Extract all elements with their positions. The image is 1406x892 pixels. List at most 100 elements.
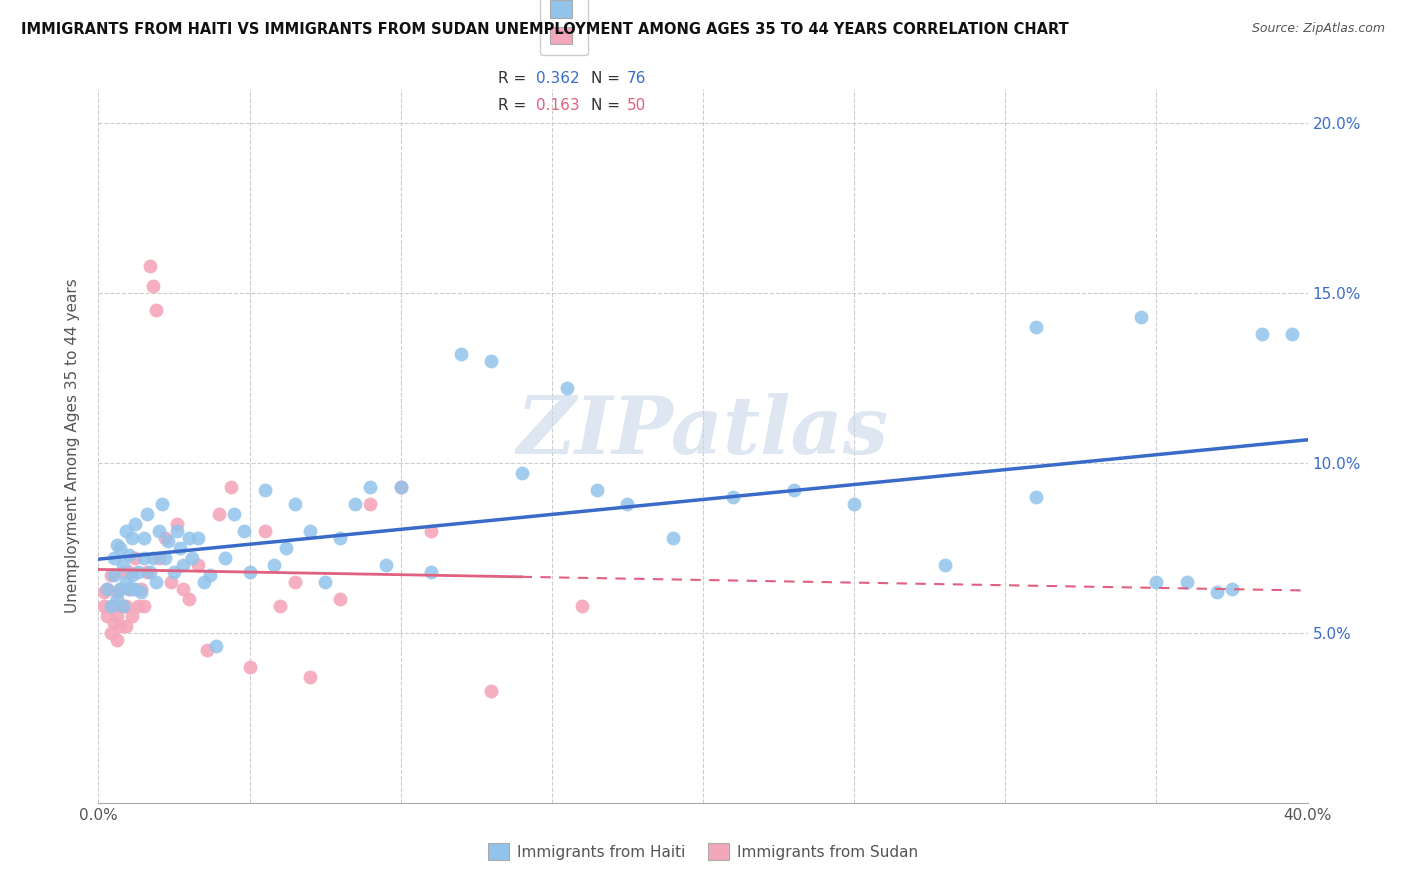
Point	[100, 626, 122, 640]
Point	[111, 599, 134, 613]
Point	[1281, 326, 1303, 341]
Point	[96, 582, 118, 596]
Point	[586, 483, 609, 498]
Point	[374, 558, 396, 572]
Text: ZIPatlas: ZIPatlas	[517, 393, 889, 470]
Point	[105, 591, 128, 606]
Point	[153, 551, 176, 566]
Point	[156, 534, 179, 549]
Point	[1144, 574, 1167, 589]
Point	[934, 558, 956, 572]
Point	[299, 524, 322, 538]
Point	[510, 466, 533, 480]
Text: 0.163: 0.163	[536, 98, 579, 112]
Point	[93, 585, 115, 599]
Point	[139, 259, 162, 273]
Text: R =: R =	[498, 71, 526, 86]
Point	[420, 524, 443, 538]
Point	[148, 524, 170, 538]
Point	[329, 591, 352, 606]
Point	[284, 497, 307, 511]
Point	[239, 660, 262, 674]
Point	[571, 599, 593, 613]
Point	[103, 551, 125, 566]
Point	[344, 497, 367, 511]
Point	[105, 537, 128, 551]
Point	[100, 568, 122, 582]
Text: Source: ZipAtlas.com: Source: ZipAtlas.com	[1251, 22, 1385, 36]
Text: 76: 76	[627, 71, 647, 86]
Point	[481, 683, 503, 698]
Point	[179, 531, 201, 545]
Point	[1220, 582, 1243, 596]
Point	[132, 531, 155, 545]
Point	[172, 558, 194, 572]
Point	[108, 541, 131, 555]
Point	[114, 574, 136, 589]
Point	[121, 608, 143, 623]
Point	[269, 599, 291, 613]
Point	[193, 574, 215, 589]
Point	[1206, 585, 1229, 599]
Point	[163, 565, 186, 579]
Point	[132, 599, 155, 613]
Point	[253, 483, 276, 498]
Point	[166, 517, 188, 532]
Point	[114, 619, 136, 633]
Point	[208, 507, 231, 521]
Point	[121, 582, 143, 596]
Point	[108, 619, 131, 633]
Point	[118, 548, 141, 562]
Point	[103, 615, 125, 630]
Point	[103, 599, 125, 613]
Point	[263, 558, 285, 572]
Point	[360, 497, 382, 511]
Point	[96, 608, 118, 623]
Point	[111, 599, 134, 613]
Point	[121, 568, 143, 582]
Text: N =: N =	[591, 98, 620, 112]
Point	[124, 551, 146, 566]
Point	[153, 531, 176, 545]
Point	[166, 524, 188, 538]
Point	[124, 517, 146, 532]
Point	[274, 541, 297, 555]
Point	[187, 558, 209, 572]
Point	[450, 347, 472, 361]
Point	[214, 551, 236, 566]
Point	[253, 524, 276, 538]
Point	[205, 640, 228, 654]
Text: IMMIGRANTS FROM HAITI VS IMMIGRANTS FROM SUDAN UNEMPLOYMENT AMONG AGES 35 TO 44 : IMMIGRANTS FROM HAITI VS IMMIGRANTS FROM…	[21, 22, 1069, 37]
Point	[139, 565, 162, 579]
Point	[1251, 326, 1274, 341]
Point	[127, 599, 149, 613]
Legend: Immigrants from Haiti, Immigrants from Sudan: Immigrants from Haiti, Immigrants from S…	[482, 837, 924, 866]
Point	[661, 531, 683, 545]
Point	[1024, 320, 1046, 334]
Point	[121, 531, 143, 545]
Point	[118, 582, 141, 596]
Text: 50: 50	[627, 98, 647, 112]
Point	[105, 608, 128, 623]
Point	[93, 599, 115, 613]
Point	[360, 480, 382, 494]
Point	[314, 574, 336, 589]
Point	[179, 591, 201, 606]
Point	[142, 551, 165, 566]
Point	[145, 574, 167, 589]
Point	[299, 670, 322, 684]
Point	[124, 582, 146, 596]
Point	[783, 483, 806, 498]
Point	[108, 582, 131, 596]
Point	[105, 632, 128, 647]
Point	[389, 480, 412, 494]
Point	[105, 585, 128, 599]
Point	[723, 490, 745, 504]
Point	[221, 480, 243, 494]
Point	[232, 524, 254, 538]
Point	[108, 582, 131, 596]
Point	[1130, 310, 1153, 324]
Point	[169, 541, 191, 555]
Point	[187, 531, 209, 545]
Point	[181, 551, 204, 566]
